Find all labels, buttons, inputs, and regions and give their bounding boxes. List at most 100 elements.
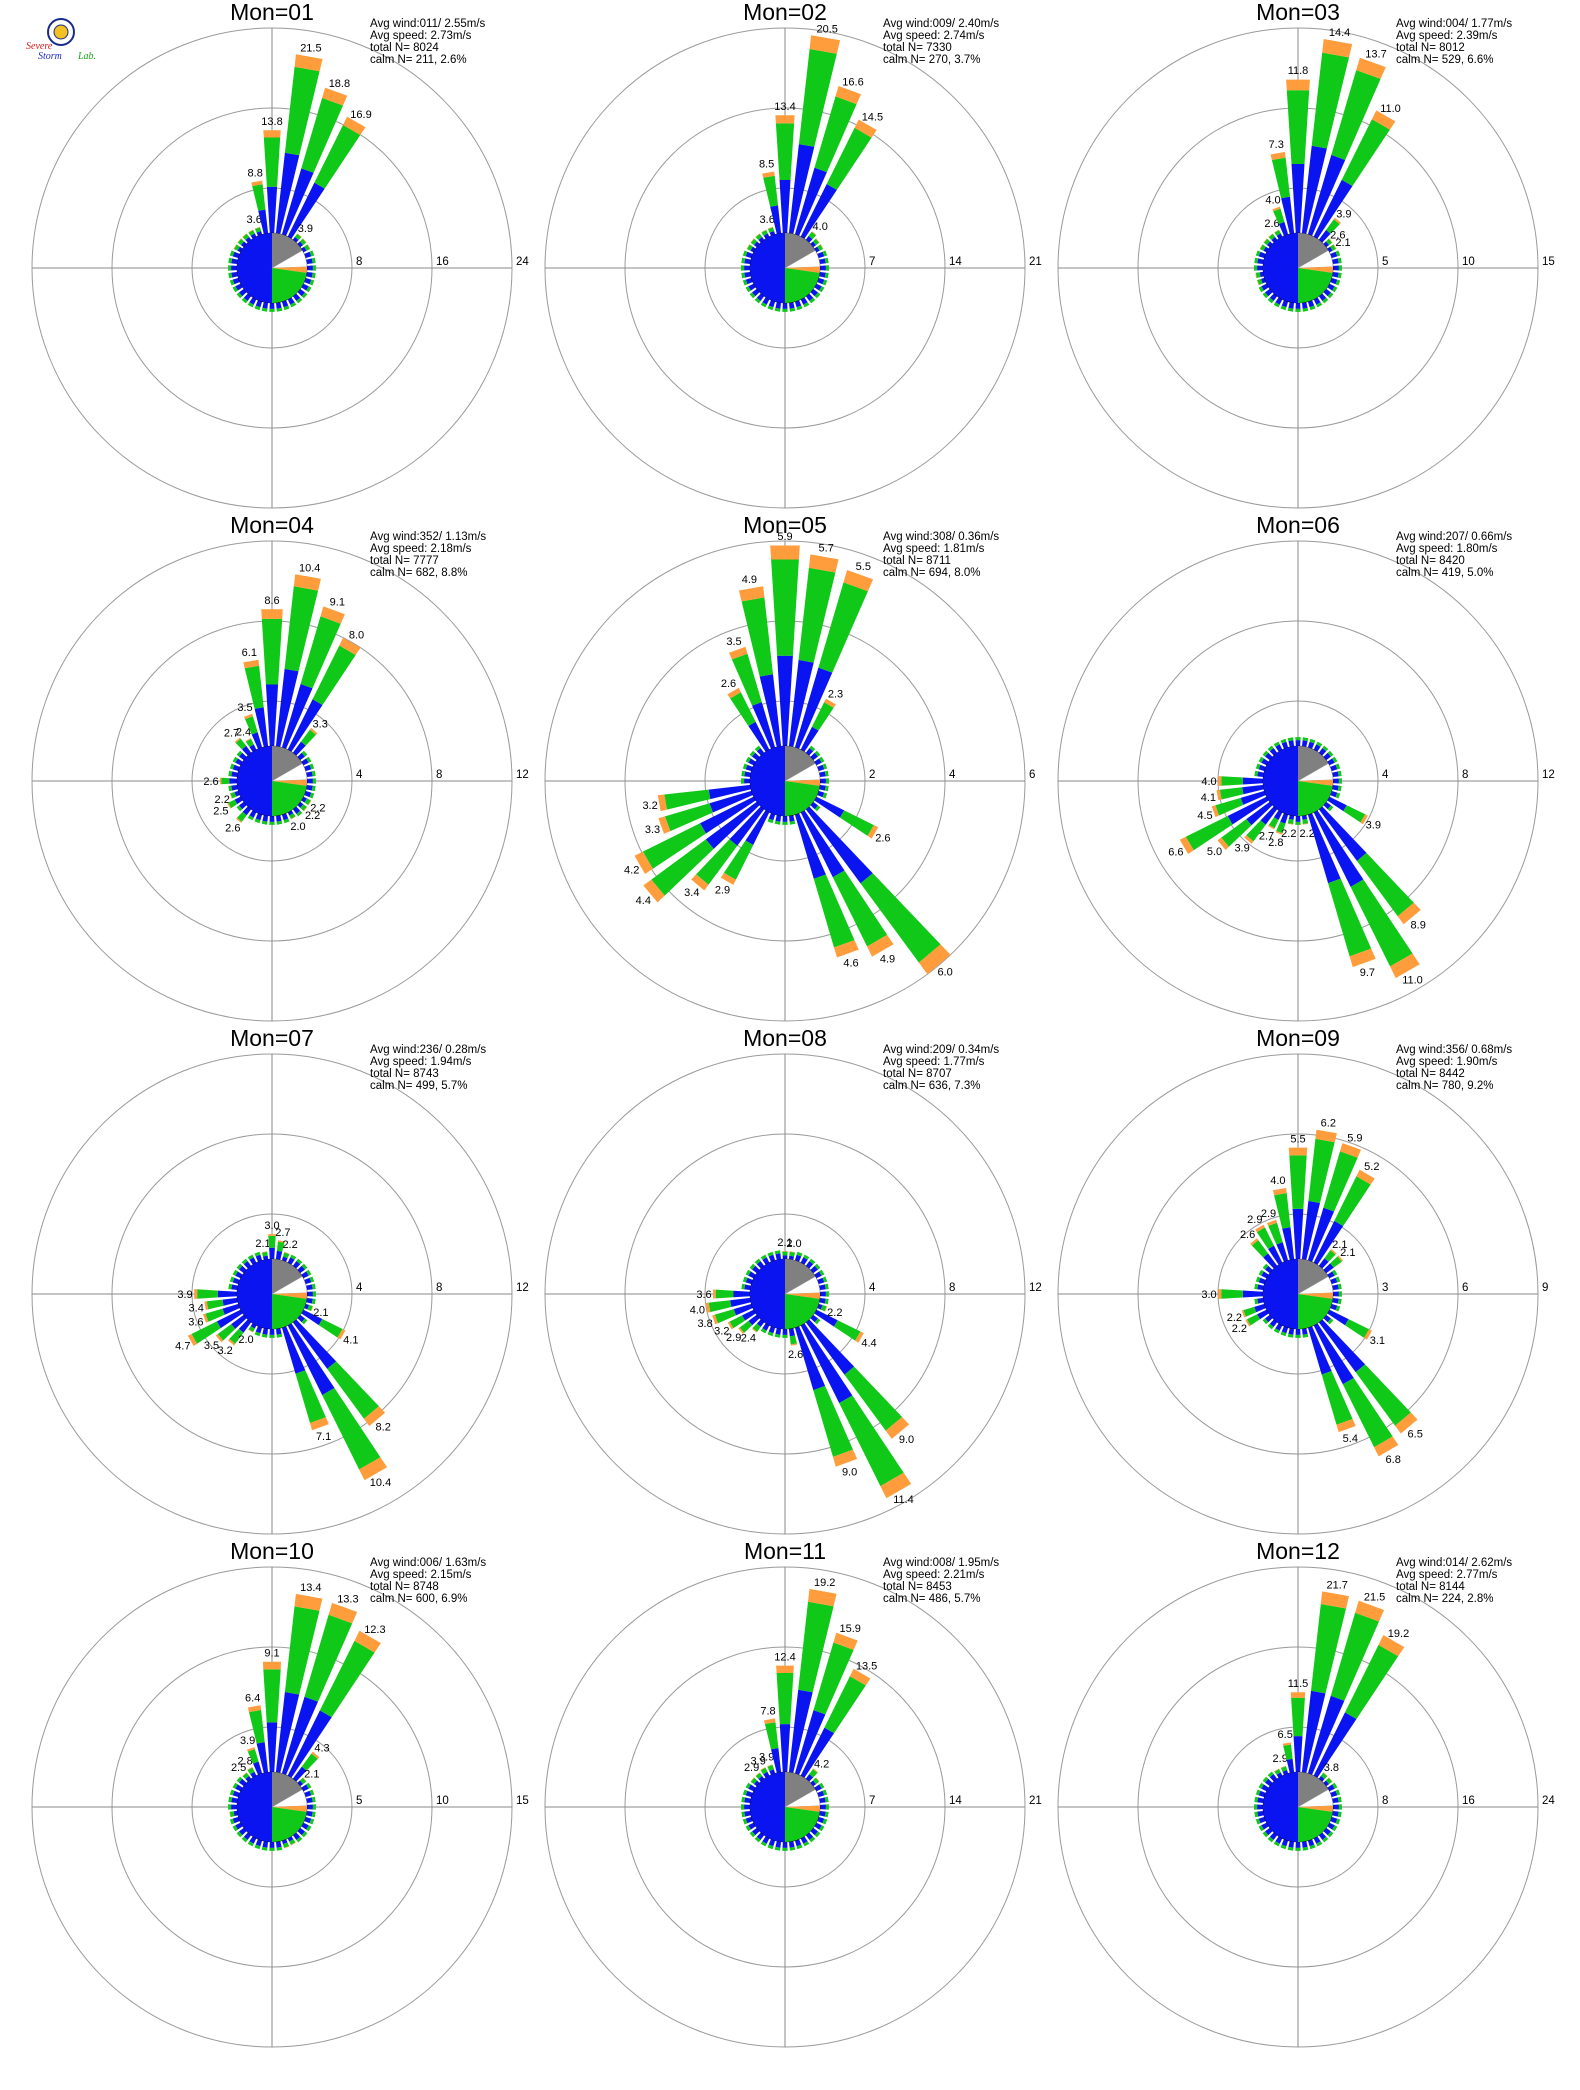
petal-orange (311, 1751, 320, 1759)
rose-panel: Mon=04 4 8 12 2.72.4 3.5 6.1 8.6 10.4 9.1 8.0 3.3 2.… (31, 512, 529, 1022)
center-slice-white (271, 1789, 308, 1808)
minor-petal (762, 1323, 770, 1331)
petal-value-label: 3.2 (642, 800, 657, 812)
petal-blue (1318, 806, 1367, 861)
minor-petal (276, 815, 282, 822)
petal-orange (815, 1777, 820, 1782)
minor-petal (745, 277, 753, 285)
petal-green (221, 777, 230, 785)
minor-petal (817, 1790, 825, 1798)
minor-petal-tip (290, 1254, 297, 1260)
minor-petal (1307, 1839, 1315, 1847)
minor-petal (231, 265, 238, 271)
minor-petal-tip (290, 302, 297, 308)
logo-line3: Lab. (77, 51, 96, 62)
minor-petal-tip (814, 1263, 821, 1270)
minor-petal (1288, 1841, 1294, 1848)
minor-petal-tip (824, 1298, 829, 1305)
center-slice-green (785, 1807, 820, 1842)
petal-green (283, 1252, 290, 1259)
minor-petal (810, 1827, 818, 1836)
petal-value-label: 3.0 (264, 1220, 279, 1232)
minor-petal (800, 297, 808, 305)
petal-orange (242, 1772, 247, 1777)
ring-label: 4 (356, 769, 363, 781)
minor-petal (768, 813, 776, 821)
petal-orange (1397, 902, 1421, 925)
petal-blue (794, 1710, 826, 1775)
minor-petal-tip (229, 250, 235, 257)
petal-green (1345, 1319, 1370, 1338)
petal-orange (1323, 1772, 1328, 1777)
petal-value-label: 2.1 (1340, 1247, 1355, 1259)
minor-petal (255, 1839, 263, 1847)
minor-petal-tip (819, 756, 825, 763)
petal-orange (339, 637, 361, 655)
minor-petal-tip (825, 1804, 829, 1810)
petal-value-label: 16.6 (842, 76, 863, 88)
petal-orange (229, 1811, 231, 1818)
petal-green (1251, 1240, 1269, 1258)
center-slice-orange (1298, 266, 1334, 273)
minor-petal-tip (1327, 750, 1334, 757)
minor-petal-tip (254, 1251, 261, 1257)
minor-petal-tip (261, 1846, 268, 1851)
petal-orange (824, 1306, 828, 1312)
stat-line: Avg speed: 2.77m/s (1396, 1569, 1498, 1581)
stat-line: Avg wind:207/ 0.66m/s (1396, 531, 1512, 543)
center-slice-orange (1298, 1292, 1334, 1299)
minor-petal-tip (1322, 1836, 1329, 1843)
minor-petal (794, 1254, 802, 1262)
minor-petal (243, 293, 252, 301)
ring-label: 7 (869, 256, 875, 268)
petal-orange (1256, 280, 1260, 286)
petal-blue (258, 209, 269, 234)
minor-petal (768, 1254, 776, 1262)
petal-green (191, 1321, 221, 1344)
minor-petal (1302, 740, 1308, 747)
minor-petal-tip (296, 297, 303, 304)
petal-orange (1336, 1419, 1356, 1433)
petal-value-label: 2.9 (715, 884, 730, 896)
stat-line: total N= 8420 (1396, 555, 1465, 567)
minor-petal (306, 1291, 313, 1297)
petal-value-label: 2.1 (777, 1237, 792, 1249)
rose-panel: Mon=11 7 14 21 2.93.93.9 7.8 12.4 19.2 15.9 13.5 4… (544, 1538, 1042, 2048)
minor-petal-tip (814, 1318, 821, 1325)
ring-label: 3 (1382, 1282, 1388, 1294)
petal-orange (1216, 789, 1222, 801)
petal-blue (708, 784, 751, 800)
minor-petal (1275, 744, 1283, 752)
petal-value-label: 3.9 (240, 1735, 255, 1747)
petal-value-label: 2.2 (310, 803, 325, 815)
minor-petal-tip (1332, 1269, 1338, 1276)
petal-green (1215, 797, 1244, 816)
petal-value-label: 3.9 (1336, 208, 1351, 220)
minor-petal (239, 1778, 247, 1787)
minor-petal (1332, 1298, 1339, 1304)
minor-petal-tip (1332, 1825, 1338, 1832)
petal-green (1324, 1250, 1336, 1262)
minor-petal-tip (1255, 1818, 1261, 1825)
minor-petal (1327, 283, 1335, 291)
petal-green (750, 238, 757, 246)
rose-panel: Mon=07 4 8 12 2.1 3.02.72.2 3.93.4 3.6 4.7 3.53.2… (31, 1025, 529, 1535)
petal-value-label: 3.6 (247, 214, 262, 226)
petal-green (1326, 238, 1333, 246)
minor-petal (292, 293, 301, 301)
center-slice-orange (785, 779, 821, 786)
petal-green (1326, 1777, 1333, 1785)
minor-petal (810, 1314, 818, 1323)
petal-green (1281, 1766, 1288, 1772)
minor-petal-tip (809, 1836, 816, 1843)
minor-petal-tip (311, 257, 316, 264)
petal-blue (1313, 1712, 1357, 1778)
petal-blue (253, 1761, 263, 1775)
petal-blue (771, 1748, 782, 1773)
minor-petal (1261, 1784, 1269, 1792)
minor-petal (1330, 764, 1338, 772)
minor-petal-tip (754, 297, 761, 304)
minor-petal-tip (789, 307, 796, 312)
minor-petal-tip (283, 305, 290, 311)
minor-petal (306, 1284, 313, 1290)
